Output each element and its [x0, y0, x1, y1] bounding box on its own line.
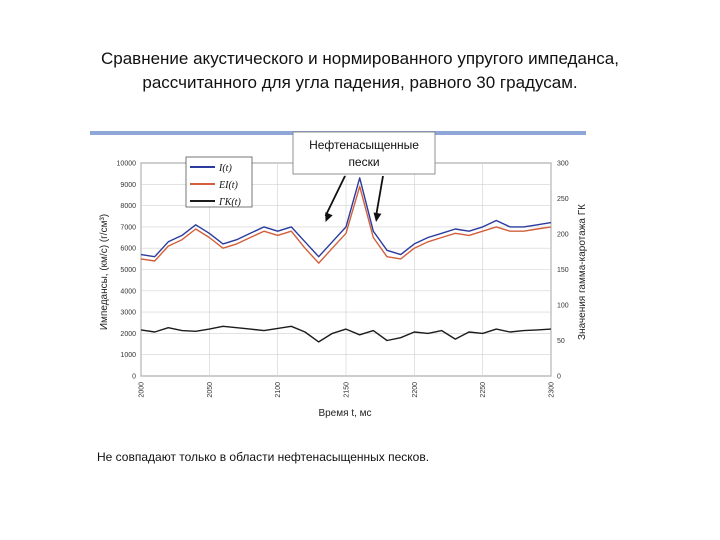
annotation-arrow-head [373, 212, 382, 222]
left-tick-label: 6000 [120, 246, 136, 253]
left-axis-ticks: 0 1000 2000 3000 4000 5000 6000 7000 8000 9000 100… [117, 161, 137, 381]
left-tick-label: 5000 [120, 267, 136, 274]
left-tick-label: 8000 [120, 203, 136, 210]
title-line-1: Сравнение акустического и нормированного… [100, 49, 619, 68]
legend-label-gamma: ГК(t) [218, 197, 241, 208]
x-tick-label: 2250 [480, 382, 487, 398]
grid-lines [140, 162, 552, 377]
series-line-elastic [140, 185, 552, 264]
right-tick-label: 200 [557, 232, 569, 239]
x-tick-label: 2300 [549, 382, 556, 398]
right-tick-label: 300 [557, 161, 569, 168]
right-tick-label: 0 [557, 374, 561, 381]
x-tick-label: 2200 [412, 382, 419, 398]
annotation-arrow-head [325, 212, 333, 222]
left-axis-label: Импедансы, (км/с) (г/см³) [99, 214, 110, 330]
slide-note: Не совпадают только в области нефтенасыщ… [97, 450, 430, 464]
right-tick-label: 100 [557, 303, 569, 310]
left-tick-label: 9000 [120, 182, 136, 189]
left-tick-label: 0 [132, 374, 136, 381]
legend-label-impedance: I(t) [218, 163, 232, 174]
right-tick-label: 50 [557, 338, 565, 345]
slide-title: Сравнение акустического и нормированного… [40, 47, 680, 95]
annotation-line-2: пески [348, 155, 379, 169]
x-axis-ticks: 2000 2050 2100 2150 2200 2250 2300 [139, 382, 556, 398]
annotation-box [292, 131, 436, 175]
series-line-impedance [140, 177, 552, 258]
legend-box [185, 156, 253, 208]
legend-label-elastic: EI(t) [218, 180, 239, 191]
x-axis-label: Время t, мс [318, 408, 371, 419]
left-tick-label: 1000 [120, 352, 136, 359]
left-tick-label: 10000 [117, 161, 137, 168]
annotation-arrow-shaft [324, 175, 346, 217]
right-axis-label: Значения гамма-каротажа ГК [577, 204, 588, 340]
annotation-arrow-shaft [375, 175, 384, 217]
right-tick-label: 150 [557, 267, 569, 274]
x-tick-label: 2050 [207, 382, 214, 398]
series-line-gamma [140, 325, 552, 343]
left-tick-label: 3000 [120, 310, 136, 317]
annotation-line-1: Нефтенасыщенные [309, 138, 419, 152]
x-tick-label: 2150 [344, 382, 351, 398]
x-tick-label: 2100 [275, 382, 282, 398]
left-tick-label: 2000 [120, 331, 136, 338]
left-tick-label: 4000 [120, 288, 136, 295]
annotation-arrows [324, 175, 384, 222]
x-tick-label: 2000 [139, 382, 146, 398]
legend: I(t) EI(t) ГК(t) [185, 156, 253, 208]
series-layer [140, 177, 552, 343]
annotation: Нефтенасыщенные пески [292, 131, 436, 222]
title-line-2: рассчитанного для угла падения, равного … [142, 73, 578, 92]
right-tick-label: 250 [557, 196, 569, 203]
right-axis-ticks: 0 50 100 150 200 250 300 [557, 161, 569, 381]
left-tick-label: 7000 [120, 224, 136, 231]
